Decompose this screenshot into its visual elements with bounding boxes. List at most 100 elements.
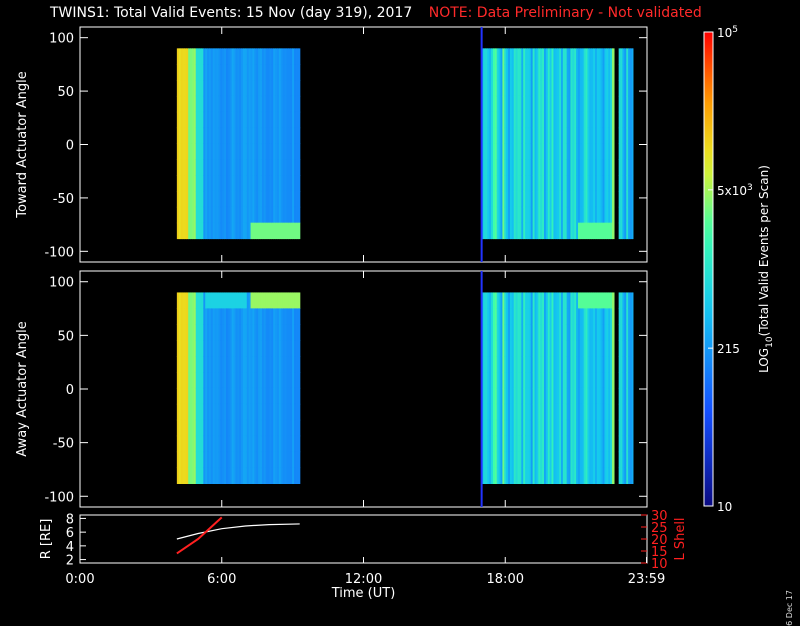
data-cell [220,111,223,129]
data-cell [618,64,622,81]
data-cell [263,222,267,240]
data-cell [618,340,622,357]
data-cell [273,127,276,145]
data-cell [578,80,581,97]
data-cell [612,387,615,405]
data-cell [224,435,227,453]
data-cell [193,340,197,357]
data-cell [295,222,299,240]
data-cell [530,435,534,453]
data-cell [233,143,237,160]
data-cell [190,64,193,81]
data-cell [492,467,496,484]
data-cell [519,292,522,309]
data-cell [591,451,594,469]
data-cell [561,419,564,437]
data-cell [273,403,276,421]
data-cell [608,48,611,65]
data-cell [233,467,237,484]
data-cell [214,143,218,160]
data-cell [587,159,590,176]
data-cell [570,48,573,65]
data-cell [288,64,291,81]
data-cell [292,175,295,192]
data-cell [481,206,485,224]
data-cell [195,127,199,145]
data-cell [608,111,611,129]
data-cell [568,403,572,421]
data-cell [540,95,543,113]
data-cell [195,292,199,309]
data-cell [536,127,539,145]
data-cell [629,419,633,437]
data-cell [297,292,301,309]
data-cell [561,324,564,341]
data-cell [210,340,214,357]
data-cell [294,372,297,389]
data-cell [297,324,301,341]
data-cell [282,340,286,357]
data-cell [530,356,534,373]
data-cell [492,324,496,341]
data-cell [261,387,265,405]
data-cell [220,127,223,145]
data-cell [612,419,615,437]
data-cell [602,451,606,469]
data-cell [504,64,507,81]
data-cell [578,308,581,325]
data-cell [273,308,276,325]
data-cell [628,175,631,192]
data-cell [528,419,532,437]
data-cell [543,372,547,389]
data-cell [212,435,216,453]
data-cell [508,159,511,176]
data-cell [519,308,522,325]
data-cell [540,143,543,160]
data-cell [538,80,541,97]
data-cell [229,292,233,309]
data-cell [176,159,180,176]
data-cell [612,190,615,208]
data-cell [568,340,572,357]
data-cell [551,308,555,325]
data-cell [622,222,625,240]
data-cell [502,292,505,309]
data-cell [562,127,566,145]
data-cell [277,48,280,65]
data-cell [254,419,257,437]
data-cell [534,435,538,453]
data-cell [504,159,507,176]
data-cell [197,206,201,224]
data-cell [523,467,526,484]
data-cell [222,222,225,240]
data-cell [292,95,295,113]
data-cell [210,387,214,405]
data-cell [250,64,254,81]
data-cell [528,159,532,176]
data-cell [551,80,555,97]
data-cell [222,324,225,341]
data-cell [260,206,263,224]
data-cell [191,95,195,113]
data-cell [292,292,295,309]
data-cell [233,175,237,192]
data-cell [182,451,186,469]
data-cell [606,143,609,160]
data-cell [562,80,566,97]
data-cell [244,48,248,65]
data-cell [568,190,572,208]
data-cell [207,419,210,437]
data-cell [624,143,627,160]
data-cell [244,419,248,437]
data-cell [178,127,182,145]
data-cell [620,80,624,97]
data-cell [624,95,627,113]
data-cell [598,419,602,437]
data-cell [494,372,498,389]
data-cell [532,324,536,341]
data-cell [587,127,590,145]
data-cell [275,292,278,309]
data-cell [222,292,225,309]
data-cell [500,175,504,192]
data-cell [280,356,284,373]
